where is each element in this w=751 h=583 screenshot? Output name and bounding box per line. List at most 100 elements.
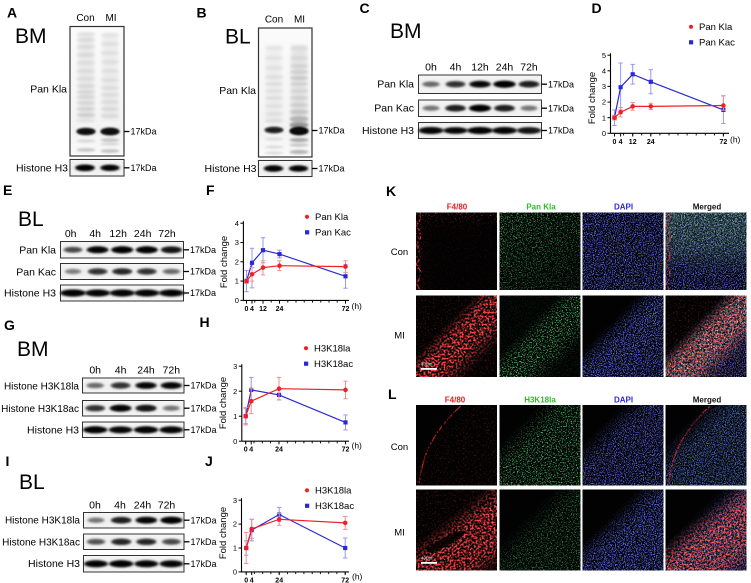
svg-text:17kDa: 17kDa bbox=[131, 127, 157, 137]
svg-text:H3K18ac: H3K18ac bbox=[315, 501, 354, 512]
svg-text:Pan Kla: Pan Kla bbox=[19, 245, 56, 257]
svg-text:17kDa: 17kDa bbox=[131, 163, 157, 173]
svg-text:0: 0 bbox=[233, 568, 237, 577]
svg-text:(h): (h) bbox=[352, 441, 363, 451]
svg-text:B: B bbox=[197, 5, 207, 21]
svg-text:17kDa: 17kDa bbox=[191, 381, 217, 391]
svg-text:DAPI: DAPI bbox=[614, 396, 633, 405]
svg-text:40μm: 40μm bbox=[421, 556, 433, 561]
svg-text:Histone H3: Histone H3 bbox=[16, 163, 68, 175]
svg-text:Con: Con bbox=[391, 247, 408, 258]
svg-text:Pan Kac: Pan Kac bbox=[374, 103, 414, 115]
svg-text:4h: 4h bbox=[115, 365, 127, 377]
svg-text:2: 2 bbox=[235, 257, 239, 266]
svg-text:A: A bbox=[7, 5, 17, 21]
svg-text:17kDa: 17kDa bbox=[190, 267, 216, 277]
svg-text:Pan Kla: Pan Kla bbox=[526, 203, 556, 212]
svg-text:Fold change: Fold change bbox=[219, 236, 230, 288]
svg-text:Histone H3K18ac: Histone H3K18ac bbox=[2, 538, 80, 549]
svg-text:17kDa: 17kDa bbox=[319, 126, 345, 136]
svg-text:0: 0 bbox=[244, 447, 248, 454]
svg-text:C: C bbox=[360, 0, 370, 16]
svg-text:Histone H3: Histone H3 bbox=[27, 425, 79, 437]
svg-text:5: 5 bbox=[602, 51, 606, 60]
svg-text:1: 1 bbox=[233, 412, 237, 421]
svg-text:J: J bbox=[205, 453, 213, 469]
svg-text:BL: BL bbox=[19, 471, 45, 494]
svg-text:12h: 12h bbox=[471, 62, 489, 74]
svg-text:BL: BL bbox=[18, 208, 44, 231]
svg-text:BM: BM bbox=[17, 338, 49, 361]
svg-text:0h: 0h bbox=[425, 62, 437, 74]
svg-text:72: 72 bbox=[342, 447, 350, 454]
svg-text:0h: 0h bbox=[89, 500, 101, 512]
svg-text:MI: MI bbox=[394, 331, 405, 342]
svg-text:I: I bbox=[6, 453, 10, 469]
svg-text:3: 3 bbox=[235, 238, 239, 247]
svg-text:H3K18la: H3K18la bbox=[315, 486, 352, 497]
svg-text:12: 12 bbox=[629, 139, 637, 146]
svg-text:72h: 72h bbox=[520, 62, 538, 74]
svg-text:BM: BM bbox=[390, 20, 422, 43]
svg-text:17kDa: 17kDa bbox=[191, 559, 217, 569]
svg-text:24h: 24h bbox=[496, 62, 514, 74]
svg-text:4h: 4h bbox=[114, 500, 126, 512]
svg-text:Pan Kac: Pan Kac bbox=[699, 38, 735, 49]
svg-text:Pan Kla: Pan Kla bbox=[699, 22, 733, 33]
svg-text:72: 72 bbox=[341, 577, 349, 583]
svg-text:17kDa: 17kDa bbox=[191, 515, 217, 525]
svg-text:Histone H3K18la: Histone H3K18la bbox=[4, 382, 79, 393]
svg-text:H: H bbox=[200, 314, 210, 330]
svg-text:Pan Kla: Pan Kla bbox=[30, 84, 67, 96]
svg-text:1: 1 bbox=[235, 277, 239, 286]
svg-text:17kDa: 17kDa bbox=[548, 103, 574, 113]
svg-text:E: E bbox=[3, 182, 12, 198]
svg-text:Histone H3K18la: Histone H3K18la bbox=[5, 516, 80, 527]
svg-text:Merged: Merged bbox=[693, 396, 722, 405]
svg-text:4h: 4h bbox=[450, 62, 462, 74]
svg-text:17kDa: 17kDa bbox=[190, 288, 216, 298]
svg-text:(h): (h) bbox=[730, 135, 741, 145]
svg-text:BL: BL bbox=[225, 26, 251, 49]
svg-text:MI: MI bbox=[105, 13, 116, 24]
svg-text:72h: 72h bbox=[163, 365, 181, 377]
svg-text:D: D bbox=[592, 0, 602, 16]
svg-text:24: 24 bbox=[647, 139, 655, 146]
svg-text:0: 0 bbox=[233, 437, 237, 446]
svg-text:24: 24 bbox=[275, 577, 283, 583]
svg-text:40μm: 40μm bbox=[421, 362, 433, 367]
svg-text:72h: 72h bbox=[158, 228, 176, 240]
svg-text:Pan Kla: Pan Kla bbox=[377, 79, 414, 91]
svg-text:17kDa: 17kDa bbox=[319, 164, 345, 174]
svg-text:Histone H3K18ac: Histone H3K18ac bbox=[1, 404, 79, 415]
svg-text:K: K bbox=[386, 183, 396, 199]
svg-text:17kDa: 17kDa bbox=[191, 403, 217, 413]
svg-text:F: F bbox=[206, 182, 215, 198]
svg-text:Pan Kla: Pan Kla bbox=[315, 212, 349, 223]
svg-text:17kDa: 17kDa bbox=[191, 425, 217, 435]
svg-text:17kDa: 17kDa bbox=[548, 79, 574, 89]
svg-text:3: 3 bbox=[602, 82, 606, 91]
svg-text:Histone H3: Histone H3 bbox=[4, 288, 56, 300]
svg-text:Con: Con bbox=[391, 442, 408, 453]
svg-text:Merged: Merged bbox=[693, 203, 722, 212]
svg-text:0h: 0h bbox=[65, 228, 77, 240]
svg-text:2: 2 bbox=[233, 520, 237, 529]
svg-text:4: 4 bbox=[250, 577, 254, 583]
svg-text:24h: 24h bbox=[134, 228, 152, 240]
svg-text:(h): (h) bbox=[352, 301, 363, 311]
svg-text:Fold change: Fold change bbox=[587, 72, 598, 124]
svg-text:12h: 12h bbox=[109, 228, 127, 240]
svg-text:Fold change: Fold change bbox=[218, 377, 229, 429]
svg-text:Histone H3: Histone H3 bbox=[28, 558, 80, 570]
svg-text:17kDa: 17kDa bbox=[190, 245, 216, 255]
svg-text:DAPI: DAPI bbox=[614, 203, 633, 212]
svg-text:4: 4 bbox=[249, 447, 253, 454]
svg-text:Histone H3: Histone H3 bbox=[205, 163, 257, 175]
svg-text:4: 4 bbox=[619, 139, 623, 146]
svg-text:0h: 0h bbox=[89, 365, 101, 377]
svg-text:72: 72 bbox=[720, 139, 728, 146]
svg-text:1: 1 bbox=[233, 544, 237, 553]
svg-text:4h: 4h bbox=[89, 228, 101, 240]
svg-text:24h: 24h bbox=[137, 365, 155, 377]
